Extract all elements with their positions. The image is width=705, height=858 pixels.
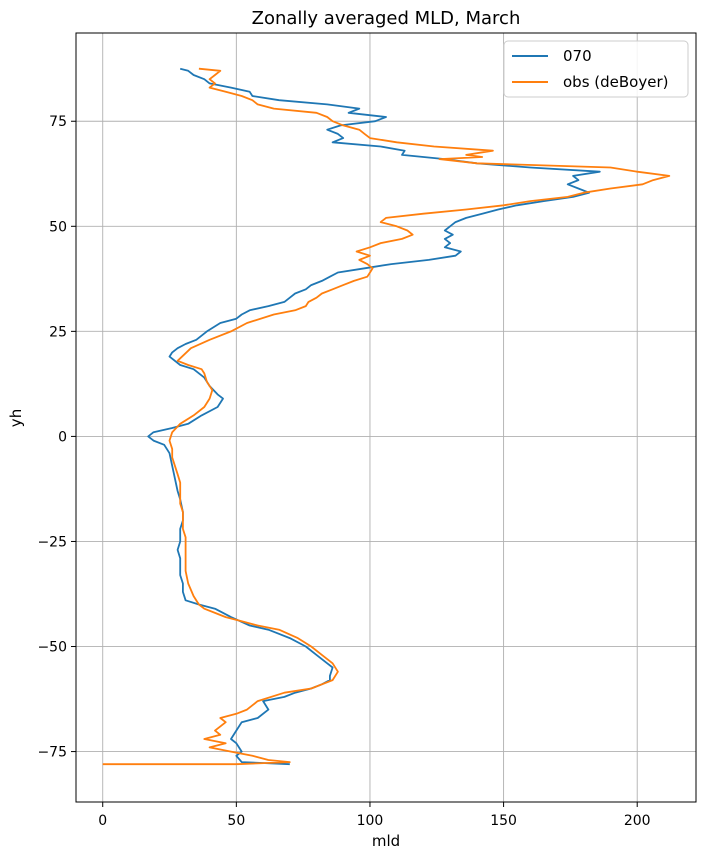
series-group (102, 67, 671, 766)
plot-frame (75, 32, 697, 803)
y-tick-label: 75 (49, 114, 67, 130)
y-tick-label: −50 (37, 640, 67, 656)
x-tick-label: 150 (490, 813, 517, 829)
x-tick-label: 0 (98, 813, 107, 829)
y-tick-label: 25 (49, 324, 67, 340)
legend-box (503, 40, 689, 98)
series-line-0 (147, 67, 601, 766)
chart-title: Zonally averaged MLD, March (252, 8, 521, 29)
x-tick-label: 100 (357, 813, 384, 829)
legend-label-obs: obs (deBoyer) (563, 73, 668, 91)
y-ticks: −75 −50 −25 0 25 50 75 (37, 114, 76, 761)
y-axis-label: yh (7, 409, 25, 427)
x-axis-label: mld (372, 832, 400, 850)
legend: 070 obs (deBoyer) (503, 40, 689, 98)
y-tick-label: −75 (37, 745, 67, 761)
legend-label-070: 070 (563, 47, 592, 65)
x-ticks: 0 50 100 150 200 (98, 802, 651, 829)
x-tick-label: 200 (624, 813, 651, 829)
y-tick-label: 50 (49, 219, 67, 235)
y-tick-label: −25 (37, 534, 67, 550)
series-line-1 (102, 67, 671, 766)
x-tick-label: 50 (227, 813, 245, 829)
y-tick-label: 0 (58, 429, 67, 445)
